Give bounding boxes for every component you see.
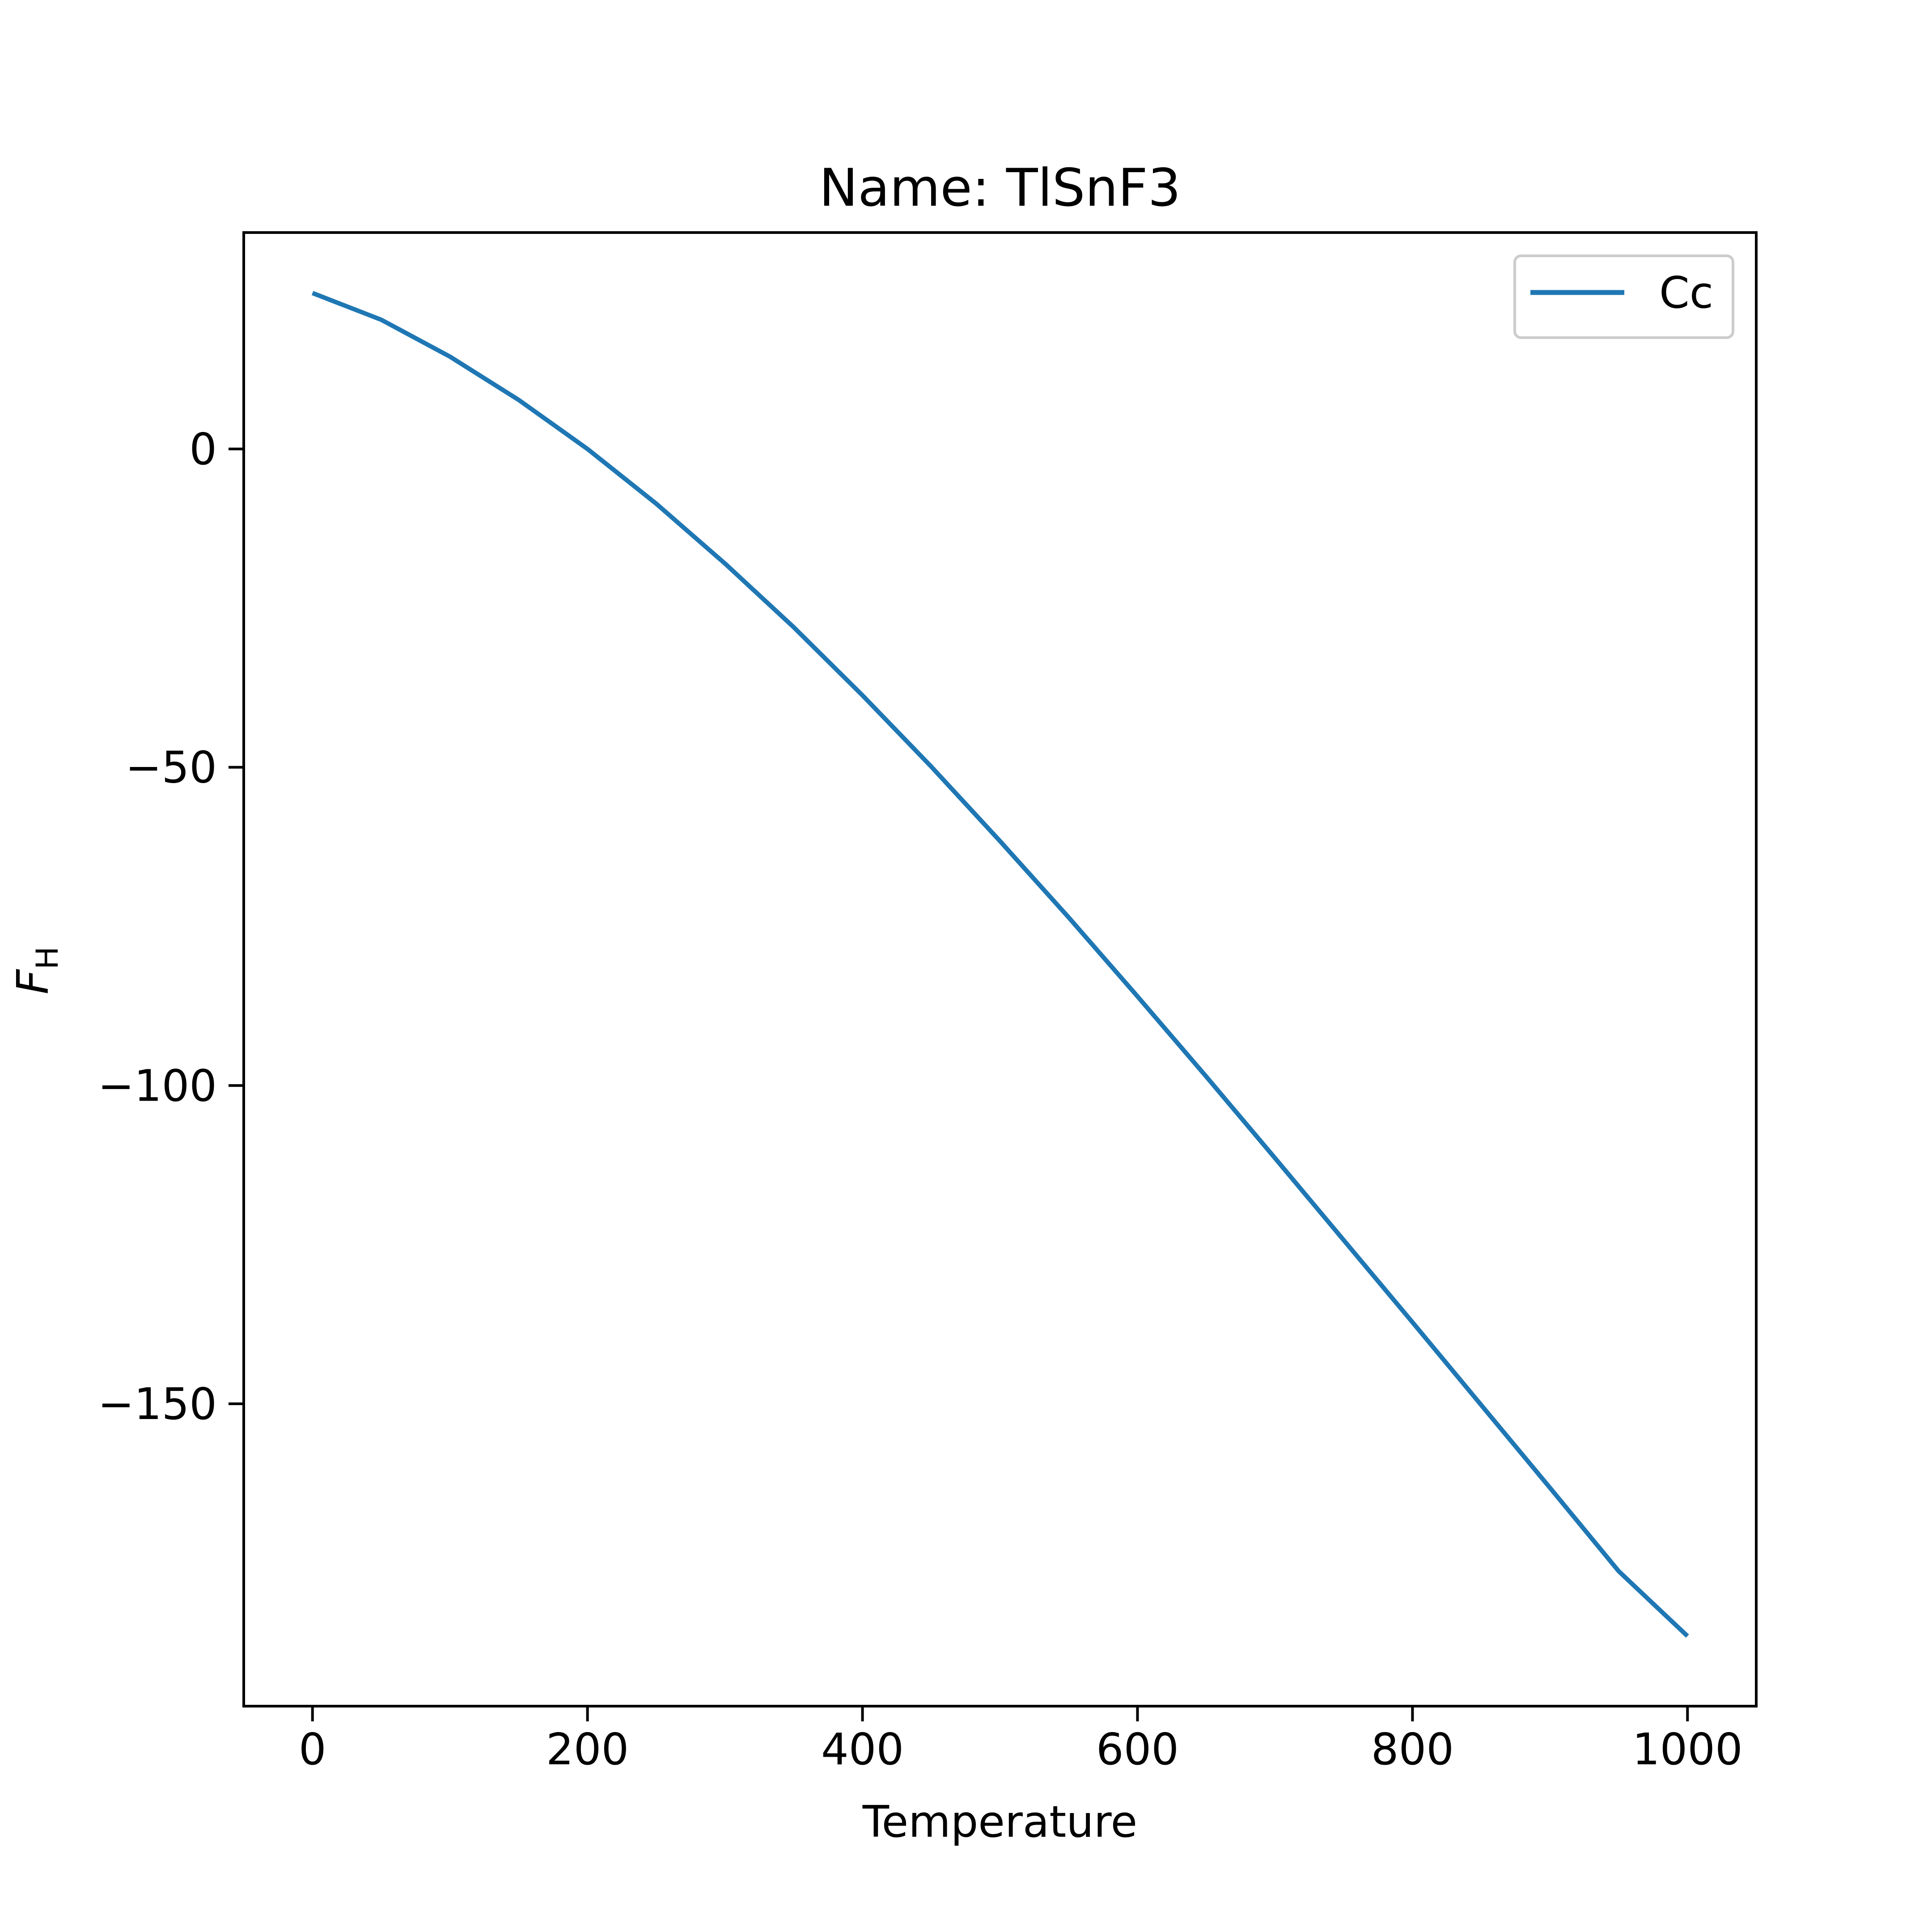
y-axis: 0 −50 −100 −150 [98,424,244,1429]
x-tick-label: 0 [299,1724,326,1775]
x-tick-label: 800 [1371,1724,1454,1775]
plot-frame [242,231,1758,1707]
y-tick-label: −150 [98,1379,217,1429]
series-line-cc [311,291,1689,1638]
legend-entry-label: Cc [1659,267,1713,318]
x-tick-label: 400 [821,1724,904,1775]
y-tick-label: 0 [189,424,217,475]
x-tick-label: 200 [546,1724,629,1775]
legend: Cc [1513,254,1734,339]
line-layer [311,291,1689,1638]
x-axis: 0 200 400 600 800 1000 [299,1706,1743,1775]
y-axis-label-subscript: H [30,947,65,970]
x-tick-label: 1000 [1632,1724,1743,1775]
y-tick-label: −50 [125,742,217,793]
y-axis-label: FH [8,947,65,995]
plot-area [242,231,1758,1707]
x-axis-label: Temperature [862,1796,1137,1847]
y-axis-label-main: F [8,969,58,994]
y-tick-label: −100 [98,1060,217,1111]
x-tick-label: 600 [1096,1724,1179,1775]
chart-title: Name: TlSnF3 [819,158,1181,218]
legend-box [1513,254,1734,339]
